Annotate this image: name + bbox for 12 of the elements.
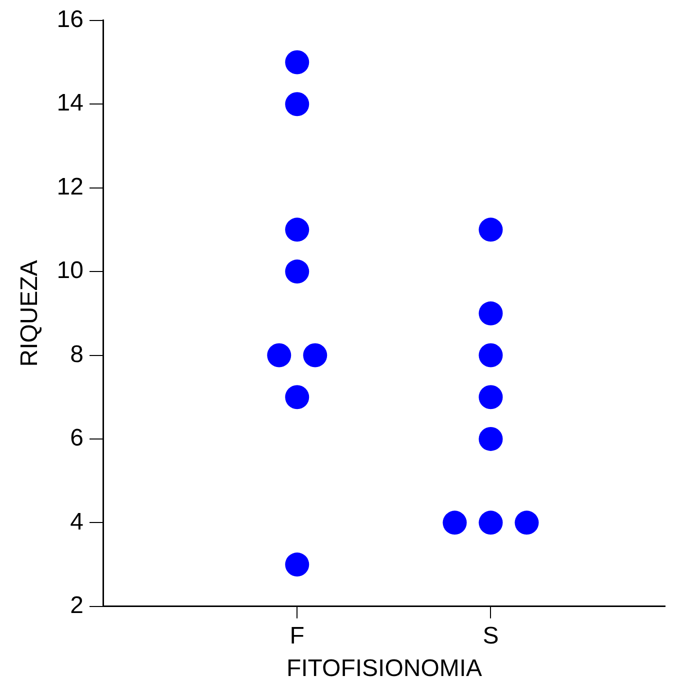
x-tick-label: S	[482, 622, 499, 650]
y-axis-title: RIQUEZA	[16, 260, 44, 367]
y-tick-label: 8	[70, 340, 84, 368]
y-tick-label: 10	[56, 257, 84, 284]
y-tick-label: 6	[70, 424, 84, 452]
y-tick-label: 12	[56, 173, 84, 200]
y-tick-label: 16	[56, 6, 84, 34]
y-tick-label: 4	[70, 508, 84, 536]
y-tick-label: 14	[56, 90, 84, 117]
x-tick-label: F	[290, 622, 304, 650]
y-tick-label: 2	[70, 592, 84, 620]
x-axis-title: FITOFISIONOMIA	[286, 655, 482, 682]
